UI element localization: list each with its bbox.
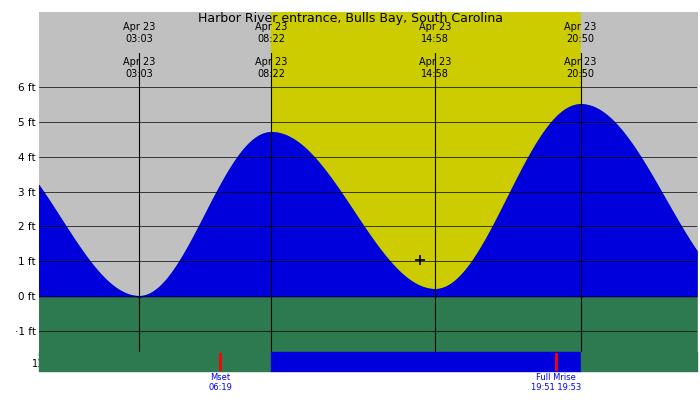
Text: Mset
06:19: Mset 06:19 xyxy=(208,373,232,392)
Text: Apr 23
03:03: Apr 23 03:03 xyxy=(123,22,155,44)
Text: Apr 23
08:22: Apr 23 08:22 xyxy=(255,57,287,79)
Text: Apr 23
14:58: Apr 23 14:58 xyxy=(419,22,452,44)
Text: Apr 23
08:22: Apr 23 08:22 xyxy=(255,22,287,44)
Text: Apr 23
20:50: Apr 23 20:50 xyxy=(564,57,597,79)
Text: Apr 23
20:50: Apr 23 20:50 xyxy=(564,22,597,44)
Text: Apr 23
03:03: Apr 23 03:03 xyxy=(123,57,155,79)
Text: Harbor River entrance, Bulls Bay, South Carolina: Harbor River entrance, Bulls Bay, South … xyxy=(197,12,503,25)
Text: Full Mrise
19:51 19:53: Full Mrise 19:51 19:53 xyxy=(531,373,581,392)
Text: Apr 23
14:58: Apr 23 14:58 xyxy=(419,57,452,79)
